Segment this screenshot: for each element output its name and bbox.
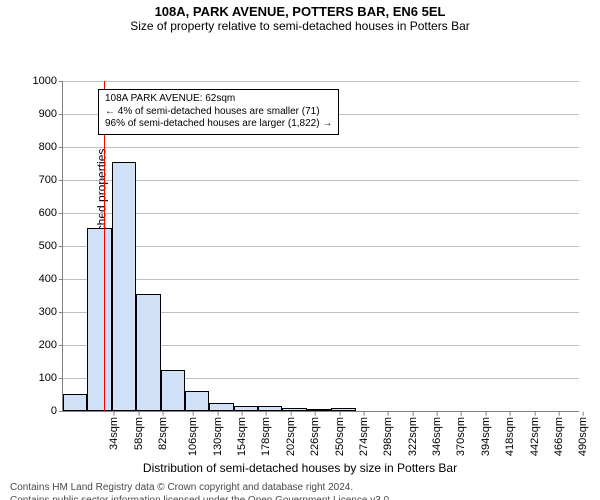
y-tick: 800 xyxy=(39,141,63,153)
y-tick: 500 xyxy=(39,240,63,252)
histogram-bar xyxy=(209,403,233,411)
x-axis-label: Distribution of semi-detached houses by … xyxy=(0,461,600,475)
histogram-bar xyxy=(63,394,87,411)
x-tick: 418sqm xyxy=(504,417,516,456)
x-tick: 490sqm xyxy=(578,417,590,456)
y-tick: 200 xyxy=(39,339,63,351)
histogram-bar xyxy=(112,162,136,411)
histogram-bar xyxy=(307,409,331,411)
annotation-box: 108A PARK AVENUE: 62sqm ← 4% of semi-det… xyxy=(98,89,339,135)
x-tick: 250sqm xyxy=(334,417,346,456)
x-tick: 226sqm xyxy=(309,417,321,456)
x-tick: 82sqm xyxy=(157,417,169,450)
gridline xyxy=(63,279,579,280)
histogram-bar xyxy=(87,228,111,411)
x-tick: 58sqm xyxy=(133,417,145,450)
gridline xyxy=(63,213,579,214)
gridline xyxy=(63,147,579,148)
annotation-line: 96% of semi-detached houses are larger (… xyxy=(105,118,332,131)
x-tick: 274sqm xyxy=(358,417,370,456)
histogram-bar xyxy=(282,408,306,411)
y-tick: 400 xyxy=(39,273,63,285)
gridline xyxy=(63,246,579,247)
x-tick: 106sqm xyxy=(187,417,199,456)
x-tick: 178sqm xyxy=(261,417,273,456)
histogram-bar xyxy=(331,408,355,411)
x-tick: 394sqm xyxy=(480,417,492,456)
histogram-chart: Number of semi-detached properties 108A … xyxy=(0,35,600,459)
y-tick: 600 xyxy=(39,207,63,219)
footer-line: Contains HM Land Registry data © Crown c… xyxy=(10,481,590,494)
x-tick: 298sqm xyxy=(382,417,394,456)
x-tick: 154sqm xyxy=(236,417,248,456)
x-tick: 202sqm xyxy=(285,417,297,456)
y-tick: 100 xyxy=(39,372,63,384)
annotation-line: 108A PARK AVENUE: 62sqm xyxy=(105,93,332,106)
gridline xyxy=(63,81,579,82)
x-tick: 322sqm xyxy=(407,417,419,456)
histogram-bar xyxy=(185,391,209,411)
x-tick: 130sqm xyxy=(212,417,224,456)
y-tick: 300 xyxy=(39,306,63,318)
y-tick: 1000 xyxy=(33,75,63,87)
x-tick: 466sqm xyxy=(553,417,565,456)
histogram-bar xyxy=(136,294,160,411)
plot-area: 108A PARK AVENUE: 62sqm ← 4% of semi-det… xyxy=(62,81,579,412)
y-tick: 700 xyxy=(39,174,63,186)
histogram-bar xyxy=(161,370,185,411)
page-title-address: 108A, PARK AVENUE, POTTERS BAR, EN6 5EL xyxy=(0,0,600,19)
footer: Contains HM Land Registry data © Crown c… xyxy=(0,475,600,500)
footer-line: Contains public sector information licen… xyxy=(10,494,590,500)
x-tick: 34sqm xyxy=(108,417,120,450)
histogram-bar xyxy=(258,406,282,411)
page-title-sub: Size of property relative to semi-detach… xyxy=(0,19,600,35)
annotation-line: ← 4% of semi-detached houses are smaller… xyxy=(105,106,332,119)
y-tick: 0 xyxy=(51,405,63,417)
x-tick: 370sqm xyxy=(456,417,468,456)
y-tick: 900 xyxy=(39,108,63,120)
histogram-bar xyxy=(234,406,258,411)
x-tick: 346sqm xyxy=(431,417,443,456)
gridline xyxy=(63,180,579,181)
x-tick: 442sqm xyxy=(529,417,541,456)
